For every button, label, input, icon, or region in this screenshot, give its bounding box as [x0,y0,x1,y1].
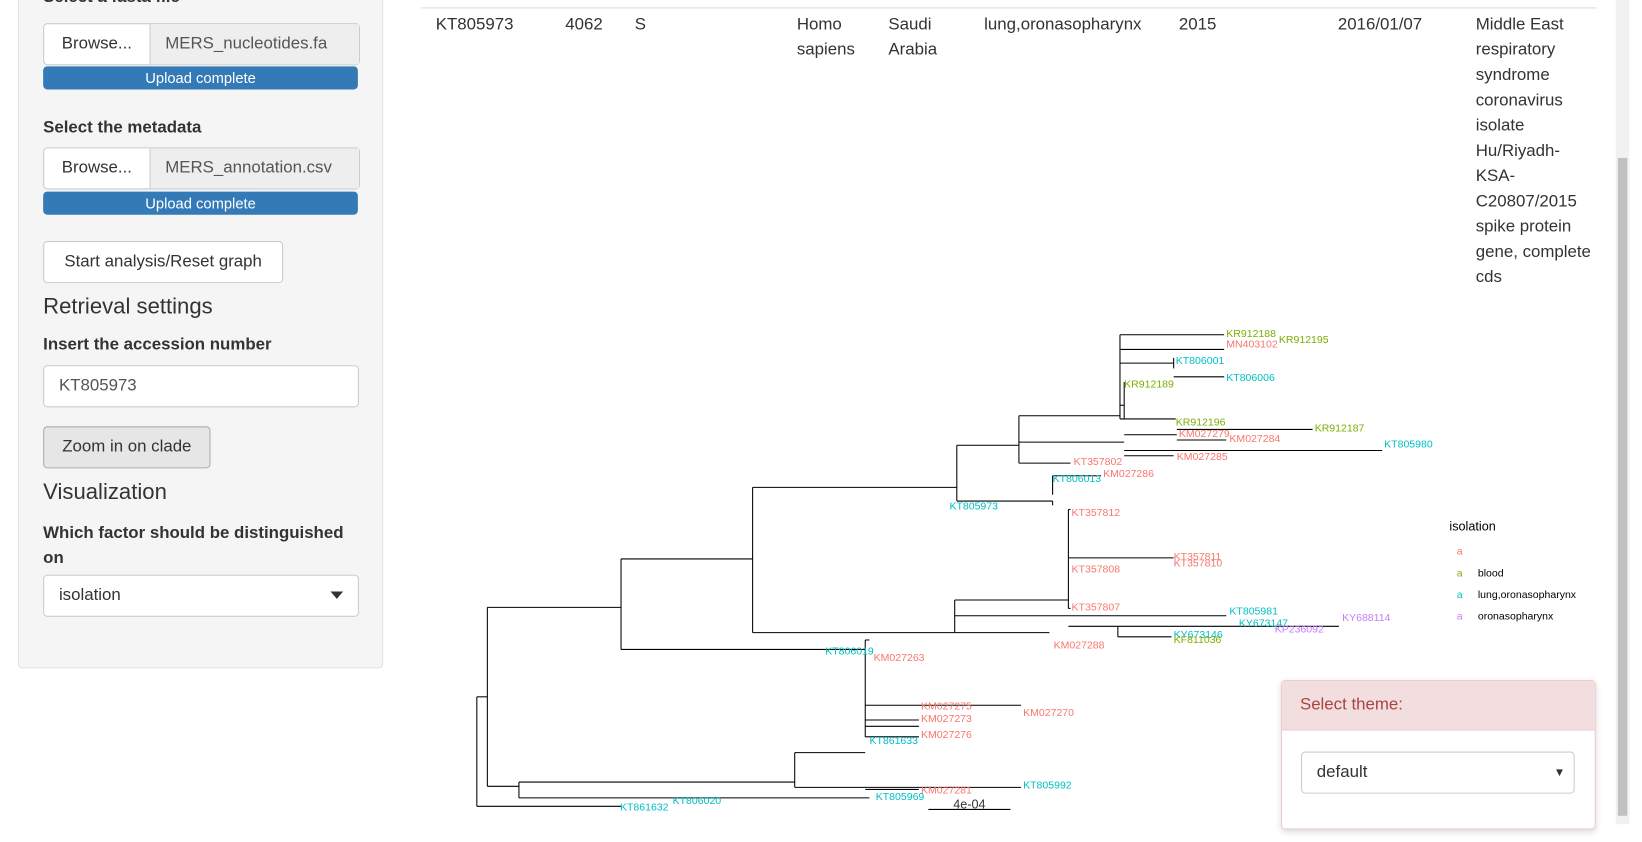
tip-label: KT357802 [1074,456,1123,468]
tip-label: KR912187 [1315,423,1365,435]
tip-label: KT806001 [1176,355,1225,367]
tip-label: KT357811 [1174,551,1222,563]
tip-label: KT357807 [1072,602,1121,614]
file-name: MERS_nucleotides.fa [150,24,359,65]
scrollbar[interactable] [1615,0,1630,825]
legend-label: blood [1478,567,1504,579]
factor-select[interactable]: isolation [43,574,359,617]
upload-status: Upload complete [43,191,358,215]
tip-label: KR912196 [1176,416,1226,428]
tip-label: KM027284 [1229,433,1280,445]
tip-label: KR912188 [1226,328,1276,340]
table-border [421,7,1597,9]
upload-status: Upload complete [43,66,358,90]
tip-label: KT805992 [1023,779,1072,791]
tip-label: KT806006 [1226,372,1275,384]
browse-button[interactable]: Browse... [44,148,151,189]
tip-label: KT357812 [1072,507,1121,519]
file-name: MERS_annotation.csv [150,148,359,189]
tip-label: KF811036 [1174,634,1222,646]
legend-key: a [1457,546,1463,558]
tip-label: KR912189 [1124,378,1174,390]
legend-key: a [1457,610,1463,622]
table-cell: 2016/01/07 [1337,15,1423,34]
fasta-input[interactable]: Browse... MERS_nucleotides.fa [43,23,360,66]
table-cell: Middle East respiratory syndrome coronav… [1475,15,1591,287]
tip-label: KT806013 [1053,473,1102,485]
theme-panel: Select theme: default ▼ [1281,679,1596,830]
tip-label: KT806019 [825,646,874,658]
factor-label: Which factor should be distinguished on [43,524,344,568]
legend-label: oronasopharynx [1478,610,1554,622]
legend-key: a [1457,567,1463,579]
legend-label: lung,oronasopharynx [1478,589,1577,601]
table-cell: lung,oronasopharynx [984,15,1142,34]
tip-label: KM027263 [874,652,925,664]
table-cell: 2015 [1178,15,1217,34]
fasta-label: Select a fasta file [43,0,180,7]
tip-label: KM027281 [921,785,972,797]
retrieval-heading: Retrieval settings [43,294,213,319]
scale-label: 4e-04 [953,797,985,811]
table-cell: 4062 [565,15,603,34]
accession-input[interactable]: KT805973 [43,365,359,408]
sidebar: Select a fasta file Browse... MERS_nucle… [17,0,384,669]
tip-label: KY673146 [1174,629,1223,641]
tip-label: KM027276 [921,729,972,741]
tip-label: MN403102 [1226,338,1278,350]
accession-label: Insert the accession number [43,335,272,354]
tip-label: KM027270 [1023,707,1074,719]
visualization-heading: Visualization [43,479,167,505]
dropdown-arrow: ▼ [1553,766,1566,779]
tip-label: KM027275 [921,700,972,712]
tip-label: KT805980 [1384,438,1433,450]
metadata-label: Select the metadata [43,118,202,137]
tip-label: KT805969 [876,791,925,803]
start-button[interactable]: Start analysis/Reset graph [43,241,284,284]
tip-label: KT805973 [949,500,998,512]
tip-label: KY673147 [1239,617,1288,629]
tip-label: KM027279 [1179,428,1230,440]
scrollbar-thumb[interactable] [1617,157,1628,816]
legend-title: isolation [1449,520,1495,534]
tip-label: KR912195 [1279,334,1329,346]
tip-label: KT806020 [673,795,722,807]
dropdown-arrow [330,591,344,599]
tip-label: KT861632 [620,802,669,814]
table-cell: S [634,15,646,34]
legend-key: a [1457,589,1463,601]
table-cell: Homo sapiens [796,15,855,59]
tip-label: KT861633 [869,735,918,747]
theme-select[interactable]: default ▼ [1301,751,1575,794]
table-cell: KT805973 [435,15,514,34]
table-cell: Saudi Arabia [888,15,938,59]
tip-label: KT805981 [1229,606,1278,618]
metadata-input[interactable]: Browse... MERS_annotation.csv [43,147,360,190]
tip-label: KP236092 [1275,624,1324,636]
tip-label: KY688114 [1342,612,1390,624]
tip-label: KM027288 [1054,639,1105,651]
zoom-button[interactable]: Zoom in on clade [43,426,211,469]
tip-label: KM027273 [921,713,972,725]
tip-label: KM027285 [1177,451,1228,463]
tip-label: KT357810 [1174,557,1223,569]
browse-button[interactable]: Browse... [44,24,151,65]
select-value: isolation [58,586,121,605]
select-value: default [1316,763,1368,782]
tip-label: KT357808 [1072,564,1121,576]
panel-title: Select theme: [1282,681,1595,731]
tip-label: KM027286 [1103,468,1154,480]
